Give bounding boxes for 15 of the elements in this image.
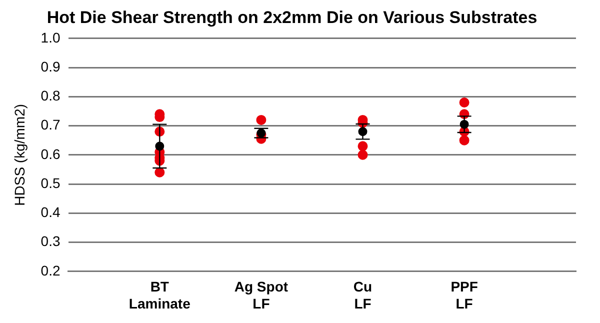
y-tick-label: 0.8	[40, 88, 60, 104]
x-tick-label: Cu LF	[353, 278, 372, 312]
y-tick-label: 0.2	[40, 262, 60, 278]
y-tick-label: 0.7	[40, 116, 60, 133]
x-tick-label: Ag Spot LF	[234, 278, 288, 312]
y-tick-label: 0.5	[40, 174, 60, 191]
y-tick-label: 0.6	[40, 146, 60, 162]
x-tick-label: PPF LF	[450, 278, 478, 312]
x-tick-label: BT Laminate	[128, 278, 191, 312]
y-tick-label: 0.9	[40, 58, 60, 74]
y-tick-label: 0.4	[40, 204, 60, 220]
chart-title: Hot Die Shear Strength on 2x2mm Die on Various Substrates	[46, 8, 538, 27]
y-tick-label: 1.0	[40, 29, 60, 46]
y-axis-title: HDSS (kg/mm2)	[11, 104, 28, 206]
y-tick-label: 0.3	[40, 233, 60, 250]
